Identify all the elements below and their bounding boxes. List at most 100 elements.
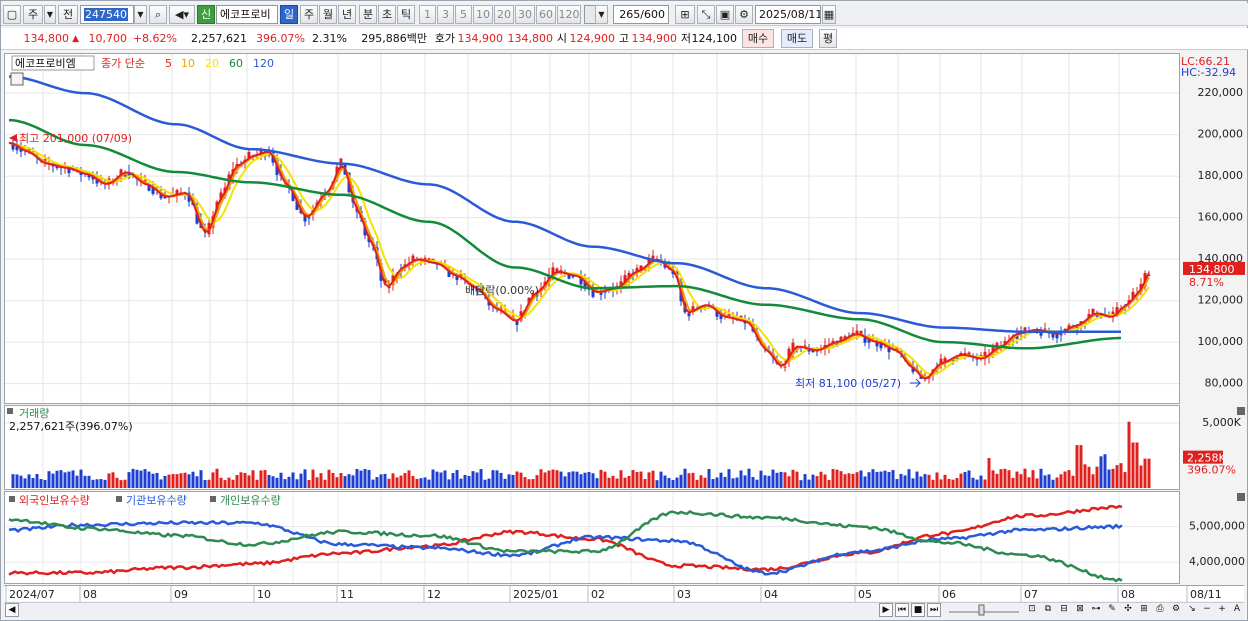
custom-period-dropdown-icon[interactable]: ▼ (595, 5, 608, 24)
legend-ma-20: 20 (205, 57, 219, 70)
scroll-left-icon[interactable]: ◀ (5, 603, 19, 617)
scroll-right-icon[interactable]: ▶ (879, 603, 893, 617)
volume-bar (251, 470, 255, 488)
candle-body (967, 352, 971, 356)
flat-button[interactable]: 평 (819, 29, 837, 48)
code-dropdown-icon[interactable]: ▼ (134, 5, 147, 24)
volume-bar (139, 470, 143, 488)
print-icon[interactable]: ⎙ (1156, 604, 1164, 614)
stock-code-input[interactable]: 247540 (80, 5, 134, 24)
candle-body (1055, 333, 1059, 339)
minute-opt-20[interactable]: 20 (494, 5, 514, 24)
copy-icon[interactable]: ⧉ (1044, 604, 1052, 614)
fast-forward-icon[interactable]: ⏭ (927, 603, 941, 617)
sell-button[interactable]: 매도 (781, 29, 813, 48)
auto-scale-icon[interactable]: A (1233, 604, 1241, 614)
window-icon[interactable]: ▢ (3, 5, 21, 24)
volume-bar (311, 469, 315, 488)
x-label: 05 (858, 588, 872, 601)
minute-opt-5[interactable]: 5 (455, 5, 472, 24)
candle-icon[interactable]: ⊞ (675, 5, 695, 24)
period-tick[interactable]: 틱 (397, 5, 415, 24)
candle-body (247, 152, 251, 160)
volume-bar (307, 479, 311, 488)
zoom-out-icon[interactable]: − (1203, 604, 1211, 614)
stock-name-field[interactable]: 에코프로비 (216, 5, 278, 24)
zoom-in-icon[interactable]: + (1218, 604, 1226, 614)
volume-bar (451, 473, 455, 488)
draw-tool-icon[interactable]: ⤡ (697, 5, 715, 24)
count-field[interactable]: 265/600 (613, 5, 669, 24)
stop-icon[interactable]: ■ (911, 603, 925, 617)
pen-icon[interactable]: ✎ (1108, 604, 1116, 614)
volume-bar (763, 475, 767, 488)
hoga-label: 호가 (434, 32, 455, 45)
compare-icon[interactable]: ⊠ (1076, 604, 1084, 614)
volume-bar (971, 477, 975, 488)
buy-button[interactable]: 매수 (742, 29, 774, 48)
minute-opt-1[interactable]: 1 (419, 5, 436, 24)
volume-bar (363, 468, 367, 488)
volume-bar (255, 479, 259, 488)
x-label: 06 (942, 588, 956, 601)
x-label: 10 (257, 588, 271, 601)
minute-opt-120[interactable]: 120 (557, 5, 581, 24)
calendar-icon[interactable]: ▦ (822, 5, 836, 24)
last-pct-label: 8.71% (1189, 276, 1224, 289)
volume-bar (999, 469, 1003, 488)
trade-amount: 295,886백만 (361, 32, 427, 45)
minute-opt-30[interactable]: 30 (515, 5, 535, 24)
volume-last-pct: 396.07% (1187, 464, 1236, 477)
measure-icon[interactable]: ⊶ (1091, 604, 1101, 614)
ma20-line (8, 141, 1150, 376)
volume-bar (967, 470, 971, 488)
volume-bar (819, 471, 823, 488)
volume-bar (1043, 475, 1047, 488)
volume-bar (1003, 468, 1007, 488)
volume-bar (931, 479, 935, 488)
speaker-icon[interactable]: ◀▾ (169, 5, 195, 24)
volume-bar (927, 474, 931, 488)
holding-panel[interactable]: 외국인보유수량 기관보유수량 개인보유수량 (4, 491, 1180, 584)
period-second[interactable]: 초 (378, 5, 396, 24)
volume-bar (175, 474, 179, 488)
minute-opt-10[interactable]: 10 (473, 5, 493, 24)
volume-bar (511, 474, 515, 488)
candle-body (119, 169, 123, 177)
shrink-icon[interactable]: ↘ (1188, 604, 1196, 614)
price-tick: 100,000 (1198, 335, 1244, 348)
volume-bar (43, 479, 47, 488)
volume-bar (655, 480, 659, 488)
price-panel[interactable]: 에코프로비엠 종가 단순 5 10 20 60 120 최고 201,000 (07/09) 최… (4, 53, 1180, 404)
volume-panel[interactable]: 거래량 2,257,621주(396.07%) (4, 405, 1180, 490)
candle-body (791, 342, 795, 354)
minute-opt-3[interactable]: 3 (437, 5, 454, 24)
volume-bar (847, 473, 851, 488)
period-minute[interactable]: 분 (359, 5, 377, 24)
layout-icon[interactable]: ⊡ (1028, 604, 1036, 614)
zoom-slider[interactable] (949, 603, 1019, 617)
prefix-button[interactable]: 주 (23, 5, 43, 24)
settings-gear-icon[interactable]: ⚙ (735, 5, 753, 24)
save-icon[interactable]: ▣ (716, 5, 734, 24)
period-year[interactable]: 년 (338, 5, 356, 24)
search-icon[interactable]: ⌕ (149, 5, 167, 24)
split-icon[interactable]: ⊟ (1060, 604, 1068, 614)
rewind-icon[interactable]: ⏮ (895, 603, 909, 617)
chevron-down-icon[interactable]: ▼ (44, 5, 56, 24)
volume-bar (983, 479, 987, 488)
period-month[interactable]: 월 (319, 5, 337, 24)
grid-toggle-icon[interactable]: ⊞ (1140, 604, 1148, 614)
volume-bar (735, 477, 739, 488)
crosshair-icon[interactable]: ✣ (1124, 604, 1132, 614)
config-icon[interactable]: ⚙ (1171, 604, 1181, 614)
period-day[interactable]: 일 (280, 5, 298, 24)
period-week[interactable]: 주 (300, 5, 318, 24)
volume-bar (587, 471, 591, 488)
date-field[interactable]: 2025/08/11 (755, 5, 821, 24)
volume-bar (247, 475, 251, 488)
prefix2-button[interactable]: 전 (58, 5, 78, 24)
volume-bar (51, 473, 55, 488)
minute-opt-60[interactable]: 60 (536, 5, 556, 24)
volume-bar (331, 472, 335, 488)
